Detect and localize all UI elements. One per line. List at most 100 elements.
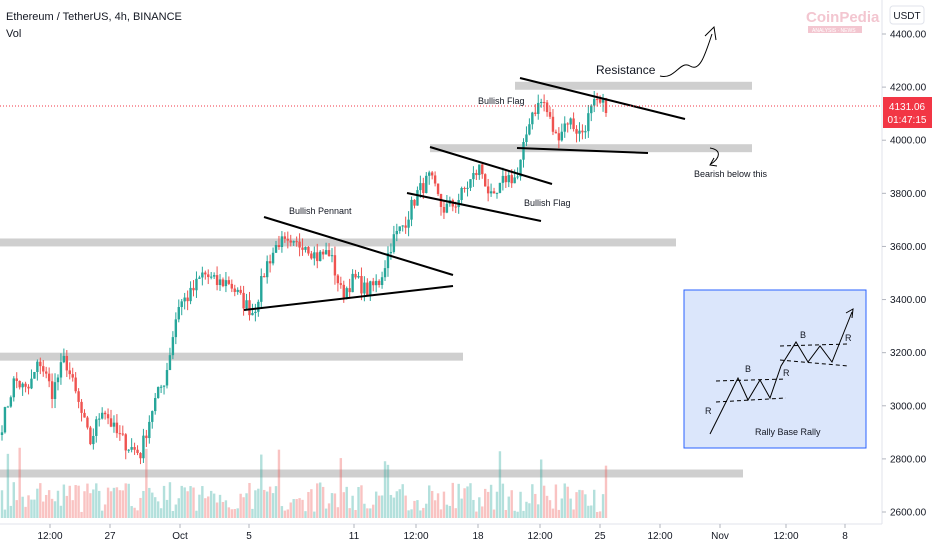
candle-body — [313, 252, 316, 259]
time-axis[interactable]: 12:00 27 Oct 5 11 12:00 18 12:00 25 12:00 Nov 12:00… — [37, 524, 848, 542]
candle-body — [145, 435, 148, 439]
watermark-brand: CoinPedia — [806, 9, 880, 26]
volume-bar — [47, 490, 51, 518]
pattern-label-pennant: Bullish Pennant — [289, 206, 352, 216]
volume-bar — [457, 483, 460, 518]
candle-body — [218, 279, 222, 286]
time-tick-label: 12:00 — [527, 531, 552, 542]
volume-bar — [504, 509, 508, 518]
candle-body — [310, 253, 313, 259]
volume-bar — [357, 487, 360, 518]
volume-bar — [313, 511, 316, 518]
volume-bar — [492, 509, 496, 518]
candle-body — [548, 112, 552, 117]
candle-body — [528, 124, 531, 135]
inset-label-r1: R — [705, 406, 712, 416]
candle-body — [154, 398, 157, 412]
volume-bar — [36, 488, 39, 518]
candle-body — [572, 118, 575, 130]
volume-bar — [124, 483, 127, 518]
volume-bar — [575, 492, 578, 518]
candle-body — [304, 247, 307, 250]
price-tick-label: 3800.00 — [890, 189, 927, 200]
candle-body — [389, 251, 393, 254]
candle-body — [348, 288, 351, 293]
volume-bar — [148, 487, 151, 518]
volume-bar — [239, 493, 242, 518]
volume-bar — [601, 494, 605, 518]
candle-body — [369, 281, 372, 297]
candle-body — [425, 175, 428, 194]
candle-body — [551, 116, 555, 132]
time-tick-label: 27 — [104, 531, 116, 542]
volume-bars-layer — [0, 447, 608, 518]
volume-bar — [516, 511, 519, 518]
candle-body — [215, 275, 219, 286]
volume-bar — [436, 493, 440, 518]
candle-body — [428, 172, 431, 176]
candle-body — [513, 177, 516, 184]
volume-bar — [230, 509, 234, 518]
volume-bar — [351, 495, 354, 518]
volume-bar — [593, 489, 596, 518]
inset-label-b1: B — [745, 364, 751, 374]
volume-bar — [118, 490, 122, 518]
volume-bar — [133, 507, 136, 518]
candle-body — [377, 280, 381, 286]
volume-bar — [460, 498, 463, 518]
volume-bar — [121, 490, 124, 518]
volume-bar — [212, 493, 216, 518]
candle-body — [416, 190, 419, 206]
inset-label-b2: B — [800, 330, 806, 340]
volume-indicator-label[interactable]: Vol — [6, 28, 22, 40]
volume-bar — [30, 499, 33, 518]
candle-body — [251, 313, 254, 316]
flag2-lower-line — [516, 147, 649, 154]
volume-bar — [162, 485, 166, 518]
volume-bar — [442, 491, 446, 518]
volume-bar — [366, 508, 369, 518]
volume-bar — [100, 510, 104, 518]
volume-bar — [342, 492, 345, 518]
currency-button[interactable]: USDT — [889, 5, 925, 25]
candle-body — [522, 142, 525, 160]
candle-body — [56, 377, 60, 383]
candle-body — [260, 276, 263, 302]
candle-body — [557, 133, 561, 141]
candle-body — [569, 118, 572, 125]
candle-body — [3, 407, 7, 433]
volume-bar — [301, 499, 304, 518]
inset-label-r2: R — [783, 368, 790, 378]
candle-body — [525, 134, 528, 143]
candle-body — [445, 203, 449, 213]
volume-bar — [595, 511, 599, 518]
volume-bar — [0, 490, 4, 518]
candle-body — [339, 283, 343, 285]
volume-bar — [145, 448, 148, 518]
volume-bar — [142, 490, 145, 518]
volume-bar — [289, 502, 292, 518]
candle-body — [292, 241, 295, 243]
candle-body — [363, 282, 366, 294]
inset-price-path — [709, 311, 853, 435]
resistance-arrow-curve — [659, 33, 713, 77]
volume-bar — [245, 493, 248, 518]
volume-bar — [419, 510, 422, 518]
price-axis[interactable]: 2600.00 2800.00 3000.00 3200.00 3400.00 3600.… — [882, 30, 927, 519]
candle-body — [469, 179, 472, 188]
volume-bar — [168, 482, 172, 518]
inset-base2-lower — [779, 359, 849, 367]
volume-bar — [330, 493, 334, 518]
candle-body — [539, 102, 543, 104]
candle-body — [174, 319, 178, 338]
currency-label: USDT — [893, 11, 920, 22]
volume-bar — [298, 498, 301, 518]
candle-body — [560, 131, 564, 141]
trendlines — [243, 25, 719, 311]
candle-body — [507, 175, 510, 183]
watermark-tagline: ANALYSIS · NEWS — [812, 28, 856, 34]
candle-body — [351, 273, 354, 293]
candle-body — [86, 417, 89, 428]
volume-bar — [534, 493, 537, 518]
